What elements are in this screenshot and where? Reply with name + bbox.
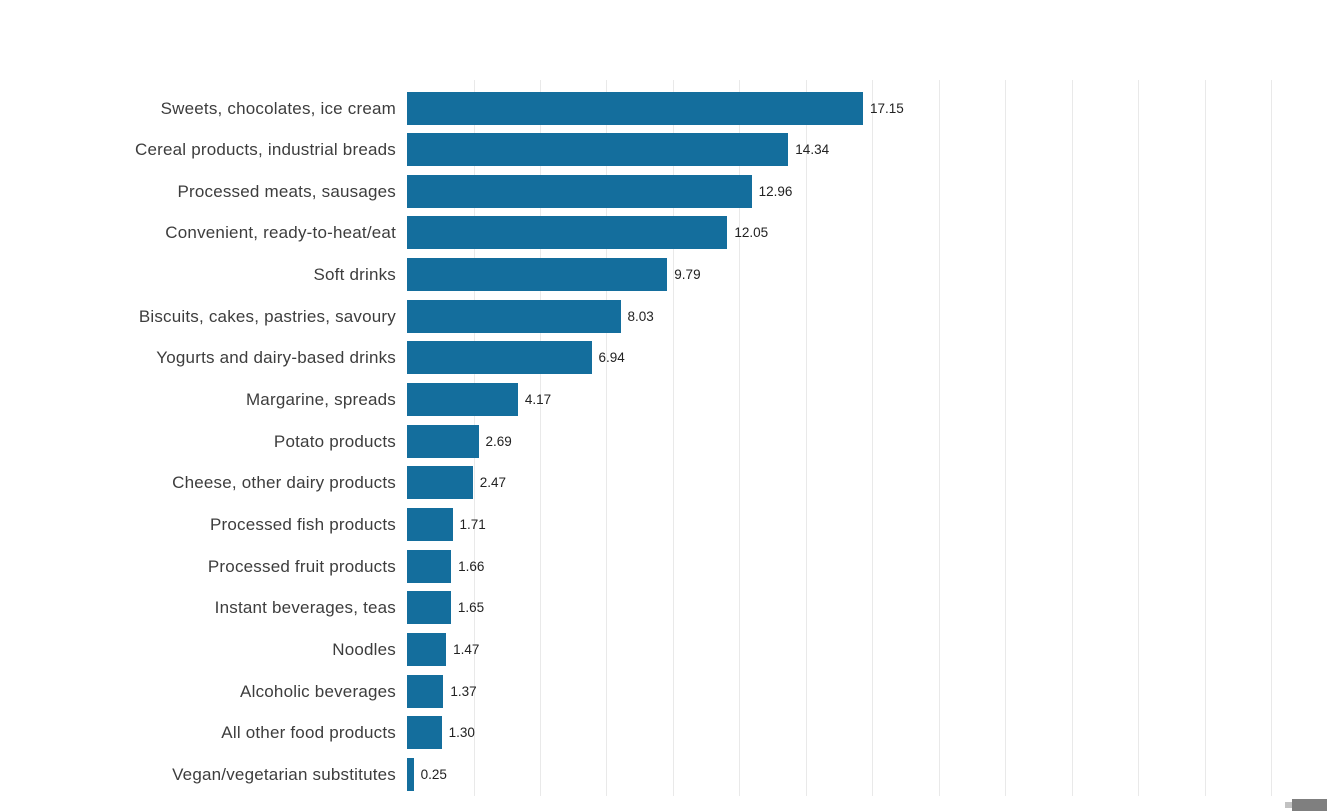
bar xyxy=(407,591,451,625)
gridline xyxy=(739,80,741,796)
bar xyxy=(407,716,442,750)
gridline xyxy=(938,80,940,796)
value-label: 8.03 xyxy=(627,308,654,324)
value-label: 6.94 xyxy=(598,350,625,366)
value-label: 1.47 xyxy=(453,641,480,657)
category-label: Instant beverages, teas xyxy=(214,598,396,618)
gridline xyxy=(872,80,874,796)
bar xyxy=(407,216,728,250)
value-label: 4.17 xyxy=(524,392,552,408)
category-label: Vegan/vegetarian substitutes xyxy=(172,764,396,784)
gridline xyxy=(539,80,541,796)
category-label: Processed fish products xyxy=(209,515,396,534)
bar xyxy=(407,632,447,666)
bar xyxy=(407,508,453,541)
value-label: 2.69 xyxy=(485,433,512,449)
category-label: Noodles xyxy=(332,639,396,659)
gridline xyxy=(1204,80,1206,796)
bar xyxy=(407,258,668,292)
category-label: Margarine, spreads xyxy=(245,390,396,410)
bar xyxy=(407,383,518,417)
value-label: 14.34 xyxy=(795,142,830,158)
category-label: Sweets, chocolates, ice cream xyxy=(160,98,396,118)
category-label: Potato products xyxy=(273,431,396,451)
category-label: All other food products xyxy=(221,723,396,743)
category-label: Alcoholic beverages xyxy=(240,681,396,701)
category-label: Cheese, other dairy products xyxy=(172,473,396,493)
bar xyxy=(407,174,752,208)
value-label: 12.05 xyxy=(734,225,769,241)
scrollbar-edge-fragment[interactable] xyxy=(1285,802,1292,808)
value-label: 1.71 xyxy=(459,517,486,532)
horizontal-scrollbar-thumb[interactable] xyxy=(1292,799,1327,811)
category-label: Processed fruit products xyxy=(207,556,396,576)
gridline xyxy=(1271,80,1273,796)
category-label: Soft drinks xyxy=(313,265,396,285)
bar xyxy=(407,549,452,583)
category-label: Biscuits, cakes, pastries, savoury xyxy=(138,306,396,326)
value-label: 1.65 xyxy=(457,600,485,616)
value-label: 2.47 xyxy=(479,475,506,491)
bar xyxy=(407,299,621,333)
gridline xyxy=(805,80,807,796)
bar xyxy=(407,466,473,500)
value-label: 1.30 xyxy=(448,725,475,741)
gridline xyxy=(672,80,674,796)
bar xyxy=(407,424,479,458)
gridline xyxy=(1005,80,1007,796)
gridline xyxy=(1138,80,1140,796)
bar xyxy=(407,133,789,167)
category-label: Processed meats, sausages xyxy=(177,181,396,201)
value-label: 1.37 xyxy=(450,683,477,699)
category-label: Cereal products, industrial breads xyxy=(135,140,396,160)
bar xyxy=(407,674,444,708)
value-label: 17.15 xyxy=(870,100,904,116)
category-label: Convenient, ready-to-heat/eat xyxy=(165,223,396,243)
gridline xyxy=(606,80,608,796)
category-label: Yogurts and dairy-based drinks xyxy=(156,348,396,368)
value-label: 1.66 xyxy=(458,558,485,574)
bar xyxy=(407,757,414,791)
bar xyxy=(407,341,592,375)
value-label: 9.79 xyxy=(674,267,701,283)
value-label: 0.25 xyxy=(420,766,447,782)
bar xyxy=(407,91,863,125)
gridline xyxy=(1071,80,1073,796)
value-label: 12.96 xyxy=(758,183,793,199)
